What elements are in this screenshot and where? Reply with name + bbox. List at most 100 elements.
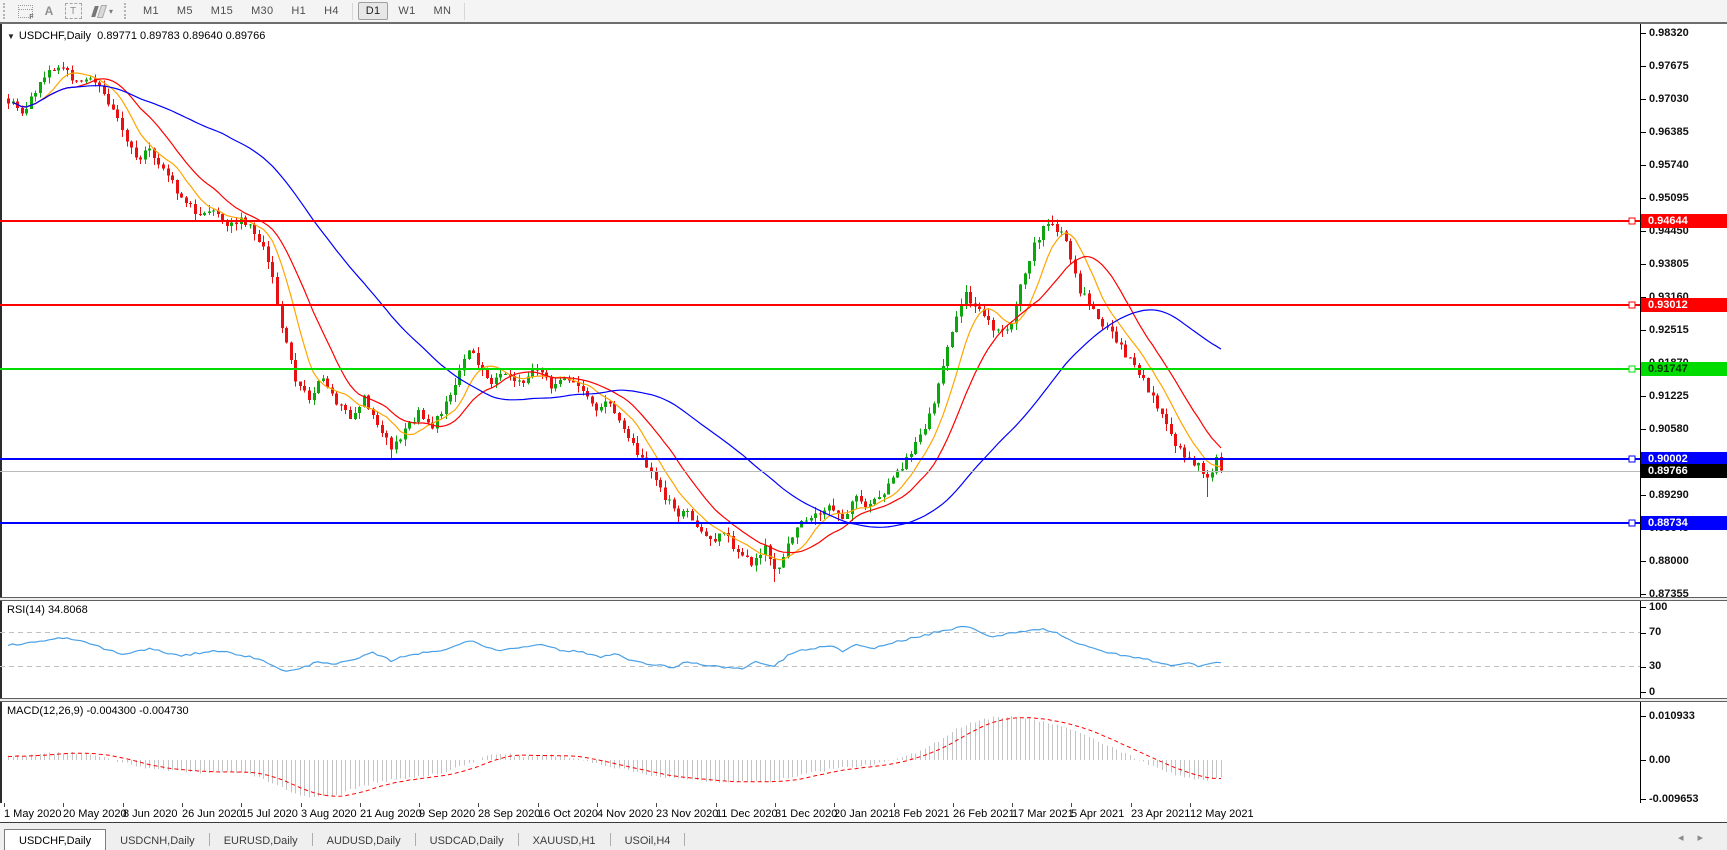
timeframe-button-d1[interactable]: D1 xyxy=(357,2,389,20)
price-level-label: 0.93012 xyxy=(1641,297,1727,312)
date-tick-label: 26 Feb 2021 xyxy=(953,808,1015,820)
price-tick-mark xyxy=(1641,297,1646,298)
date-tick-mark xyxy=(478,803,479,807)
price-tick-mark xyxy=(1641,66,1646,67)
panel-separator-macd[interactable] xyxy=(0,698,1727,702)
letter-t-icon: T xyxy=(64,3,82,19)
price-tick-mark xyxy=(1641,99,1646,100)
chart-tab-xauusd[interactable]: XAUUSD,H1 xyxy=(532,835,596,847)
toolbar-grip[interactable] xyxy=(3,3,8,19)
macd-tick-mark xyxy=(1641,760,1646,761)
date-tick-label: 16 Oct 2020 xyxy=(538,808,598,820)
macd-label: MACD(12,26,9) -0.004300 -0.004730 xyxy=(7,705,189,717)
ma-mid-line xyxy=(12,78,1222,554)
date-tick-label: 17 Mar 2021 xyxy=(1012,808,1074,820)
toolbar-separator xyxy=(351,2,353,20)
date-tick-label: 3 Aug 2020 xyxy=(301,808,357,820)
text-tool-icon[interactable]: T xyxy=(62,2,84,20)
date-tick-label: 21 Aug 2020 xyxy=(360,808,422,820)
chart-tab-usdcad[interactable]: USDCAD,Daily xyxy=(429,835,504,847)
rsi-tick-mark xyxy=(1641,607,1646,608)
timeframe-button-m30[interactable]: M30 xyxy=(251,5,274,17)
chart-tab-usdcnh[interactable]: USDCNH,Daily xyxy=(120,835,195,847)
price-tick-label: 0.97675 xyxy=(1649,59,1689,72)
rsi-chart-canvas[interactable] xyxy=(0,601,1640,698)
macd-chart-canvas[interactable] xyxy=(0,702,1640,803)
rsi-tick-mark xyxy=(1641,633,1646,634)
date-tick-label: 20 May 2020 xyxy=(63,808,127,820)
indicators-icon[interactable] xyxy=(14,2,36,21)
chart-tab-eurusd[interactable]: EURUSD,Daily xyxy=(223,835,298,847)
timeframe-button-m1[interactable]: M1 xyxy=(143,5,159,17)
rsi-tick-label: 30 xyxy=(1649,660,1662,672)
date-tick-label: 15 Jul 2020 xyxy=(241,808,298,820)
date-tick-mark xyxy=(1190,803,1191,807)
toolbar-separator xyxy=(464,2,466,20)
timeframe-toolbar-grip[interactable] xyxy=(124,3,129,19)
timeframe-button-w1[interactable]: W1 xyxy=(398,5,416,17)
price-tick-label: 0.91225 xyxy=(1649,389,1689,402)
price-level-label: 0.90002 xyxy=(1641,451,1727,466)
date-tick-mark xyxy=(834,803,835,807)
chart-title: ▼ USDCHF,Daily 0.89771 0.89783 0.89640 0.… xyxy=(7,30,265,42)
chart-tab-usoil[interactable]: USOil,H4 xyxy=(624,835,671,847)
rsi-tick-mark xyxy=(1641,692,1646,693)
timeframe-button-h4[interactable]: H4 xyxy=(324,5,339,17)
chart-dropdown-icon[interactable]: ▼ xyxy=(7,32,15,41)
rsi-label: RSI(14) 34.8068 xyxy=(7,604,88,616)
tab-divider xyxy=(609,833,611,846)
date-tick-mark xyxy=(1071,803,1072,807)
ma-fast-line xyxy=(12,72,1222,561)
date-tick-mark xyxy=(123,803,124,807)
colors-tool-button[interactable]: ▾ xyxy=(86,2,120,20)
timeframe-button-m5[interactable]: M5 xyxy=(176,5,193,17)
chart-tab-audusd[interactable]: AUDUSD,Daily xyxy=(326,835,401,847)
price-tick-label: 0.95740 xyxy=(1649,158,1689,171)
tab-divider xyxy=(311,833,313,846)
panel-separator-rsi[interactable] xyxy=(0,597,1727,601)
price-tick-mark xyxy=(1641,198,1646,199)
rsi-line xyxy=(7,625,1222,672)
price-tick-label: 0.95095 xyxy=(1649,191,1689,204)
price-tick-mark xyxy=(1641,264,1646,265)
timeframe-button-mn[interactable]: MN xyxy=(433,5,452,17)
price-tick-label: 0.93805 xyxy=(1649,257,1689,270)
hline-handle[interactable] xyxy=(1628,301,1636,309)
letter-a-icon: A xyxy=(44,4,54,18)
main-chart-panel[interactable]: ▼ USDCHF,Daily 0.89771 0.89783 0.89640 0.… xyxy=(0,24,1640,597)
hline-handle[interactable] xyxy=(1628,365,1636,373)
hline-handle[interactable] xyxy=(1628,217,1636,225)
tab-divider xyxy=(414,833,416,846)
rsi-tick-label: 70 xyxy=(1649,626,1662,638)
macd-tick-label: 0.00 xyxy=(1649,753,1671,766)
tab-scroll-left-icon[interactable]: ◂ xyxy=(1677,832,1698,844)
candlestick-chart-canvas[interactable] xyxy=(0,24,1640,597)
date-tick-mark xyxy=(4,803,5,807)
date-tick-mark xyxy=(656,803,657,807)
window-left-frame xyxy=(0,24,2,823)
chart-tab-usdchf[interactable]: USDCHF,Daily xyxy=(4,829,107,850)
price-axis-border xyxy=(1640,24,1641,803)
date-tick-label: 8 Jun 2020 xyxy=(123,808,178,820)
hline-handle[interactable] xyxy=(1628,519,1636,527)
price-axis[interactable]: 0.98320 0.97675 0.97030 0.96385 0.95740 0.950… xyxy=(1641,24,1727,805)
timeframe-buttons: M1 M5 M15 M30 H1 H4 D1 W1 MN xyxy=(134,2,469,20)
date-tick-label: 8 Feb 2021 xyxy=(894,808,950,820)
rsi-panel[interactable]: RSI(14) 34.8068 xyxy=(0,601,1640,698)
tab-scroll-right-icon[interactable]: ▸ xyxy=(1697,832,1717,844)
price-tick-label: 0.88000 xyxy=(1649,554,1689,567)
date-axis[interactable]: 1 May 2020 20 May 2020 8 Jun 2020 26 Jun 20… xyxy=(0,803,1727,823)
cursor-a-icon[interactable]: A xyxy=(38,2,60,20)
candles xyxy=(7,62,1223,582)
timeframe-button-m15[interactable]: M15 xyxy=(210,5,234,17)
macd-panel[interactable]: MACD(12,26,9) -0.004300 -0.004730 xyxy=(0,702,1640,803)
price-tick-label: 0.87355 xyxy=(1649,587,1689,600)
date-tick-mark xyxy=(301,803,302,807)
date-tick-mark xyxy=(63,803,64,807)
hline-handle[interactable] xyxy=(1628,455,1636,463)
macd-tick-mark xyxy=(1641,799,1646,800)
price-tick-label: 0.90580 xyxy=(1649,422,1689,435)
rsi-tick-mark xyxy=(1641,667,1646,668)
date-tick-label: 20 Jan 2021 xyxy=(834,808,895,820)
timeframe-button-h1[interactable]: H1 xyxy=(291,5,307,17)
